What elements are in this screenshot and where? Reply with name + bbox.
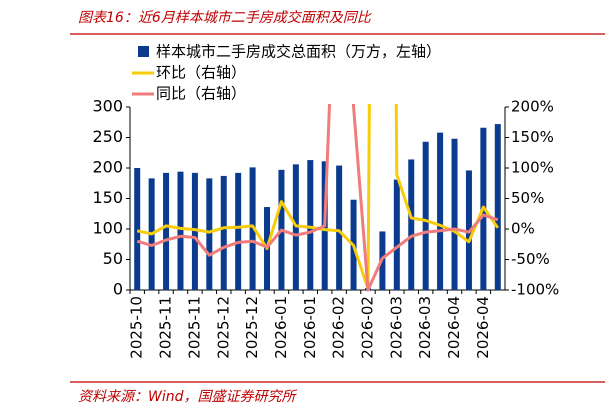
bar: [393, 179, 400, 290]
bar: [307, 160, 314, 290]
y2-tick-label: 150%: [511, 128, 554, 146]
x-tick-label: 2026-02: [330, 296, 348, 359]
x-tick-label: 2026-03: [387, 296, 405, 359]
y-tick-label: 100: [92, 219, 123, 238]
bar: [336, 165, 343, 290]
y2-tick-label: 200%: [511, 98, 554, 116]
bar: [437, 132, 444, 290]
x-tick-label: 2026-04: [474, 296, 492, 359]
y-tick-label: 200: [92, 158, 123, 177]
chart-title: 图表16：近6月样本城市二手房成交面积及同比: [78, 10, 373, 26]
bar: [408, 159, 415, 290]
bar: [451, 138, 458, 290]
y-tick-label: 0: [113, 280, 123, 299]
legend-swatch: [138, 46, 149, 57]
y2-tick-label: 50%: [511, 189, 544, 207]
legend-label: 环比（右轴）: [156, 64, 246, 82]
bar: [220, 175, 227, 290]
x-tick-label: 2025-10: [128, 296, 146, 359]
legend-label: 样本城市二手房成交总面积（万方，左轴）: [156, 43, 441, 61]
x-tick-label: 2026-03: [416, 296, 434, 359]
x-tick-label: 2026-04: [445, 296, 463, 359]
plot-lines: [136, 104, 500, 292]
y-tick-label: 300: [92, 97, 123, 116]
y2-tick-label: 0%: [511, 220, 535, 238]
x-tick-label: 2026-01: [272, 296, 290, 359]
y-tick-label: 50: [103, 249, 123, 268]
x-tick-label: 2025-11: [157, 296, 175, 359]
y2-tick-label: -100%: [511, 281, 559, 299]
y-tick-label: 150: [92, 188, 123, 207]
bar: [249, 167, 256, 290]
source-note: 资料来源：Wind，国盛证券研究所: [78, 389, 297, 405]
bar: [206, 178, 213, 290]
bar: [177, 171, 184, 290]
x-tick-label: 2026-01: [301, 296, 319, 359]
bar: [191, 172, 198, 290]
bar: [163, 172, 170, 290]
x-tick-label: 2025-11: [185, 296, 203, 359]
x-tick-label: 2025-12: [214, 296, 232, 359]
legend-label: 同比（右轴）: [156, 85, 246, 103]
bar: [422, 141, 429, 290]
y-tick-label: 250: [92, 127, 123, 146]
y2-tick-label: -50%: [511, 250, 550, 268]
bar: [134, 168, 141, 290]
line: [136, 104, 499, 292]
x-tick-label: 2025-12: [243, 296, 261, 359]
bar: [235, 172, 242, 290]
legend: 样本城市二手房成交总面积（万方，左轴） 环比（右轴） 同比（右轴）: [132, 43, 441, 103]
x-tick-label: 2026-02: [358, 296, 376, 359]
bar: [494, 124, 501, 290]
y2-tick-label: 100%: [511, 159, 554, 177]
